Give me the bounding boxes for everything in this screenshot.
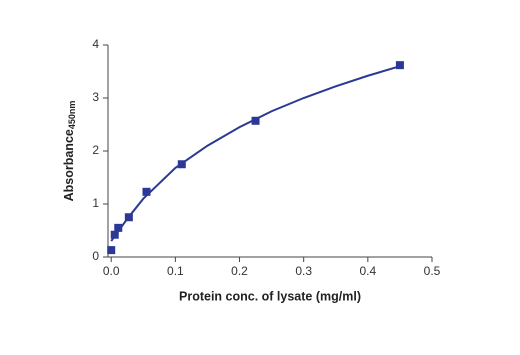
x-axis-title: Protein conc. of lysate (mg/ml) [179,289,361,303]
data-point [124,213,133,222]
y-tick-label: 4 [92,37,99,51]
data-point [114,223,123,232]
y-tick-label: 2 [92,143,99,157]
fit-curve [110,65,401,242]
data-point [107,246,116,255]
y-axis-title-sub: 450nm [67,101,77,130]
data-point [395,61,404,70]
y-tick-label: 1 [92,196,99,210]
data-point [142,187,151,196]
x-tick-label: 0.0 [103,264,120,278]
y-axis-title-main: Absorbance [62,129,76,201]
x-tick-label: 0.2 [231,264,248,278]
data-point [251,116,260,125]
x-tick-label: 0.5 [424,264,441,278]
y-tick-label: 3 [92,90,99,104]
x-tick-label: 0.4 [359,264,376,278]
x-tick-label: 0.3 [295,264,312,278]
data-point [110,230,119,239]
y-tick-label: 0 [92,249,99,263]
y-axis-title: Absorbance450nm [62,101,77,202]
data-point [177,160,186,169]
x-tick-label: 0.1 [167,264,184,278]
